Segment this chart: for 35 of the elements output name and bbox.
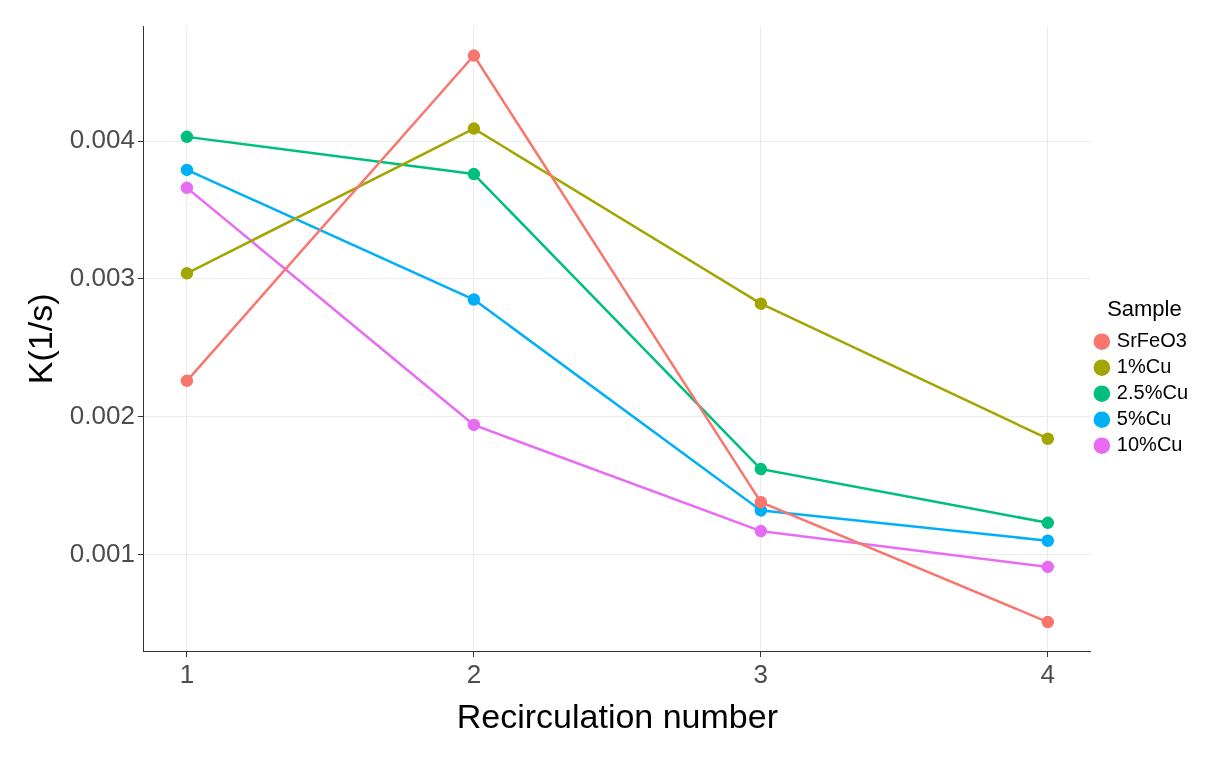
y-tick-label: 0.002 [69, 399, 135, 430]
x-tick-label: 3 [753, 658, 769, 689]
point [1041, 560, 1055, 574]
point [754, 495, 768, 509]
legend-label: 2.5%Cu [1116, 381, 1188, 404]
legend-label: 10%Cu [1116, 433, 1183, 456]
y-tick-label: 0.003 [69, 262, 135, 293]
point [467, 122, 481, 135]
point [180, 374, 194, 388]
x-axis-title: Recirculation number [456, 696, 778, 735]
point [1041, 432, 1055, 445]
x-tick-label: 1 [179, 658, 195, 689]
point [180, 163, 194, 177]
legend-label: SrFeO3 [1116, 329, 1187, 352]
point [180, 130, 194, 144]
point [754, 462, 768, 476]
point [754, 297, 768, 310]
x-tick-label: 2 [466, 658, 482, 689]
x-tick-label: 4 [1040, 658, 1056, 689]
y-tick-label: 0.004 [69, 124, 135, 155]
point [467, 49, 481, 62]
point [467, 418, 481, 432]
point [1041, 534, 1055, 547]
y-tick-label: 0.001 [69, 537, 135, 568]
point [467, 167, 481, 181]
y-axis-title: K(1/s) [20, 293, 59, 385]
point [1041, 615, 1055, 629]
point [754, 524, 768, 538]
point [180, 267, 194, 280]
legend-label: 5%Cu [1116, 407, 1172, 430]
legend-title: Sample [1107, 296, 1182, 322]
point [180, 181, 194, 195]
point [1041, 516, 1055, 530]
point [467, 293, 481, 306]
legend-label: 1%Cu [1116, 355, 1172, 378]
